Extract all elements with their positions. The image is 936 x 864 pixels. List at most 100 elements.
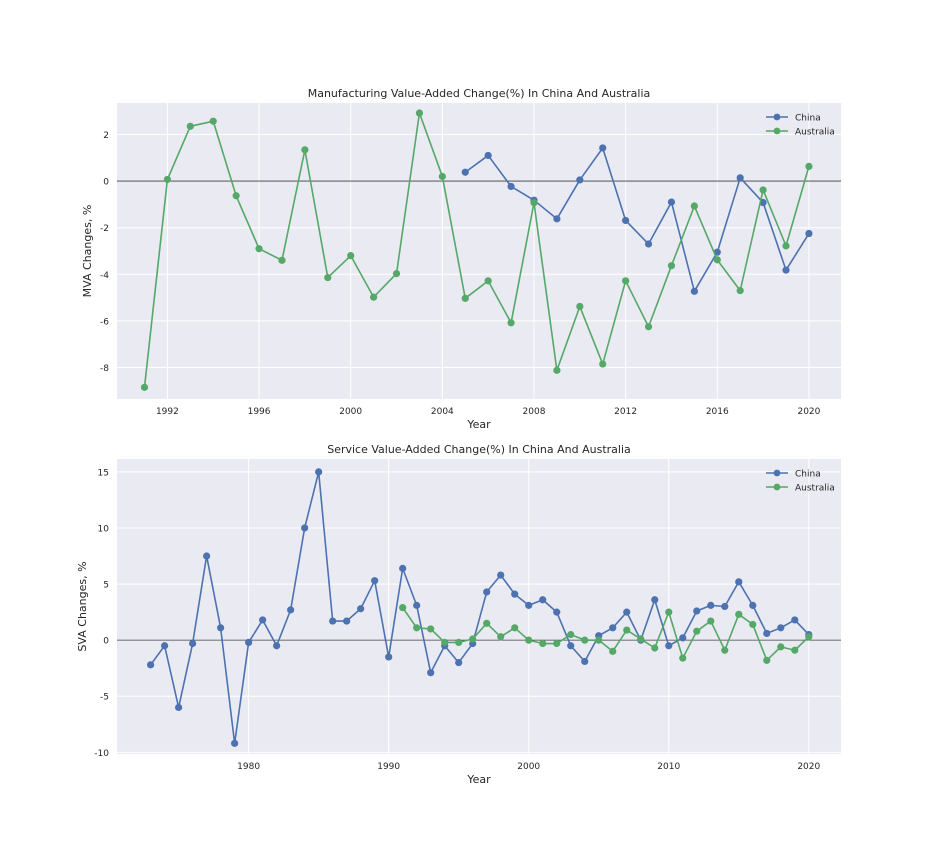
data-point xyxy=(329,617,337,625)
data-point xyxy=(539,596,547,604)
y-tick-label: 10 xyxy=(98,524,110,534)
data-point xyxy=(259,616,267,624)
y-tick-label: -4 xyxy=(100,271,109,281)
data-point xyxy=(553,639,561,648)
data-point xyxy=(581,636,589,644)
x-tick-label: 2020 xyxy=(797,407,820,417)
data-point xyxy=(665,608,673,616)
data-point xyxy=(315,468,323,476)
data-point xyxy=(530,199,538,207)
legend-swatch-marker xyxy=(773,127,781,135)
data-point xyxy=(707,601,715,609)
data-point xyxy=(609,647,617,655)
chart-title: Service Value-Added Change(%) In China A… xyxy=(327,443,631,456)
data-point xyxy=(461,294,469,302)
x-tick-label: 2004 xyxy=(431,407,454,417)
data-point xyxy=(623,608,631,616)
data-point xyxy=(609,624,617,632)
data-point xyxy=(713,256,721,264)
data-point xyxy=(763,656,771,664)
data-point xyxy=(273,642,281,650)
x-tick-label: 2016 xyxy=(706,407,729,417)
data-point xyxy=(245,638,253,646)
data-point xyxy=(175,703,183,712)
data-point xyxy=(553,366,561,374)
data-point xyxy=(667,262,676,270)
chart-title: Manufacturing Value-Added Change(%) In C… xyxy=(308,87,651,100)
data-point xyxy=(735,610,743,618)
data-point xyxy=(203,552,211,560)
data-point xyxy=(525,601,533,609)
data-point xyxy=(413,601,421,609)
y-tick-label: 15 xyxy=(98,468,109,478)
data-point xyxy=(497,633,505,641)
data-point xyxy=(392,270,401,278)
y-tick-label: -8 xyxy=(100,364,109,374)
data-point xyxy=(539,639,547,648)
data-point xyxy=(736,174,744,182)
x-tick-label: 2020 xyxy=(797,762,820,772)
data-point xyxy=(690,202,698,210)
data-point xyxy=(690,287,698,295)
data-point xyxy=(483,588,491,596)
data-point xyxy=(438,172,446,181)
series-australia xyxy=(399,604,813,664)
data-point xyxy=(385,653,393,661)
data-point xyxy=(301,146,309,154)
x-axis-label: Year xyxy=(466,418,491,431)
data-point xyxy=(599,360,607,368)
data-point xyxy=(255,245,263,253)
data-point xyxy=(461,168,469,176)
data-point xyxy=(805,162,813,170)
data-point xyxy=(324,273,332,282)
x-tick-label: 2010 xyxy=(657,762,680,772)
data-point xyxy=(644,323,653,331)
data-point xyxy=(161,642,169,650)
chart-1: 1992 1996 2000 2004 2008 2012 2016 2020 -8 -6 -4 -2… xyxy=(81,87,841,431)
y-tick-label: -5 xyxy=(100,693,109,703)
series-china xyxy=(461,144,813,295)
data-point xyxy=(736,287,744,295)
data-point xyxy=(667,198,676,206)
data-point xyxy=(483,619,491,627)
data-point xyxy=(357,605,365,613)
data-point xyxy=(665,642,673,650)
data-point xyxy=(637,635,645,643)
data-point xyxy=(469,635,477,643)
data-point xyxy=(347,252,355,260)
data-point xyxy=(644,240,653,248)
x-tick-label: 2000 xyxy=(517,762,540,772)
data-point xyxy=(507,319,515,327)
data-point xyxy=(576,176,584,184)
x-tick-label: 2000 xyxy=(339,407,362,417)
data-point xyxy=(759,186,767,194)
data-point xyxy=(163,175,172,184)
data-point xyxy=(399,604,407,612)
data-point xyxy=(693,607,701,615)
data-point xyxy=(287,606,295,614)
data-point xyxy=(782,266,790,274)
data-point xyxy=(721,646,729,654)
data-point xyxy=(278,256,286,264)
data-point xyxy=(622,216,630,225)
data-point xyxy=(553,215,561,223)
data-point xyxy=(777,643,785,651)
legend-label: China xyxy=(795,470,821,480)
x-tick-label: 2012 xyxy=(614,407,637,417)
data-point xyxy=(721,602,729,611)
legend-label: Australia xyxy=(795,128,835,138)
data-point xyxy=(782,242,790,250)
data-point xyxy=(581,657,589,666)
data-point xyxy=(791,646,799,654)
legend-label: China xyxy=(795,114,821,124)
y-tick-label: 5 xyxy=(103,581,109,591)
x-tick-label: 2008 xyxy=(523,407,546,417)
data-point xyxy=(707,617,715,625)
legend-label: Australia xyxy=(795,484,835,494)
data-point xyxy=(301,524,309,532)
data-point xyxy=(507,182,515,191)
data-point xyxy=(415,109,424,117)
data-point xyxy=(209,117,217,125)
data-point xyxy=(805,229,813,238)
